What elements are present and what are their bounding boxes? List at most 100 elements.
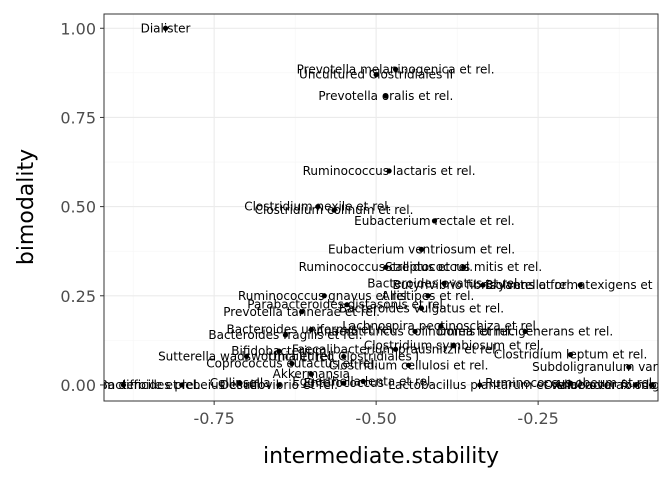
y-axis-title: bimodality [14,149,39,265]
y-tick-label: 0.25 [60,287,96,306]
data-point [373,72,379,78]
point-label: Eubacterium ventriosum et rel. [328,242,515,256]
point-label: Clostridium cellulosi et rel. [329,358,489,372]
data-point [383,93,389,99]
point-label: Ruminococcus gnavus et rel. [238,289,411,303]
data-point [567,380,574,386]
data-point [648,382,655,388]
data-point [451,343,457,349]
point-label: Lachnospira pectinoschiza et rel. [342,319,539,333]
data-point [299,309,305,315]
point-label: Bacteroides plebeius et rel. [100,378,264,392]
point-label: Uncultured Clostridiales I [268,349,419,363]
point-label: Desulfovibrio et rel. [220,378,338,392]
minor-gridlines [104,14,658,401]
data-point [431,218,438,224]
x-axis-ticks: -0.75 -0.50 -0.25 [193,401,559,428]
data-point [162,25,169,31]
point-label: Clostridium leptum et rel. [494,348,648,362]
data-point [276,348,282,354]
data-point [522,328,528,335]
data-point [344,302,350,308]
data-point [412,328,418,335]
major-gridlines [104,14,658,401]
data-point [632,382,638,388]
data-point [392,346,399,352]
data-points [120,25,655,388]
data-point [341,380,347,386]
point-label: Parabacteroides distasonis et rel. [247,298,446,312]
point-label: Enterococcus [304,376,384,390]
data-point [418,305,425,311]
x-tick-label: -0.50 [355,409,396,428]
data-point [243,353,250,360]
data-point [179,382,185,388]
point-label: Butyrivibrio fibrisolvens et rel. [393,278,574,292]
point-label: Clostridium difficile et rel. [46,378,200,392]
point-label: Ruminococcus obeum et rel. [485,376,656,390]
data-point [321,293,327,299]
y-axis-ticks: 0.00 0.25 0.50 0.75 1.00 [60,19,104,395]
y-tick-label: 0.50 [60,198,96,217]
point-label: Bacteroides vulgatus et rel. [339,301,504,315]
data-point [360,378,366,384]
point-label: Bryantella formatexigens et rel. [485,278,672,292]
data-point [438,323,444,329]
point-label: Clostridium colinum et rel. [255,203,414,217]
data-point [441,280,447,286]
data-point [308,371,314,377]
point-label: Uncultured Clostridiales II [299,68,453,82]
point-label: Akkermansia [273,367,350,381]
data-point [480,282,486,288]
point-label: Coprococcus eutactus et rel. [206,357,377,371]
point-label: Prevotella tannerae et rel. [223,305,380,319]
data-point [577,282,583,288]
point-label: Lactobacillus plantarum et rel. [388,378,571,392]
point-label: Clostridium symbiosum et rel. [364,339,544,353]
point-label: Prevotella melaninogenica et rel. [297,62,495,76]
data-point [461,264,467,270]
data-point [315,204,321,210]
point-label: Bacteroides uniformis et rel. [226,323,396,337]
data-point [282,332,289,338]
point-label: Bifidobacterium [231,344,326,358]
data-point [418,246,425,253]
data-point [276,382,282,388]
x-tick-label: -0.25 [517,409,558,428]
point-label: Sutterella wadsworthia et rel. [158,349,335,363]
point-label: Ruminococcus callidus et rel. [299,260,474,274]
point-label: Dorea formicigenerans et rel. [437,324,613,338]
panel-border [103,13,659,402]
y-tick-label: 1.00 [60,19,96,38]
x-axis-title: intermediate.stability [263,444,499,469]
data-point [405,362,412,368]
point-label: Bacteroides fragilis et rel. [208,328,362,342]
data-point [392,66,399,72]
point-label: Anaerovorax odorimutans et rel. [554,378,672,392]
y-tick-label: 0.75 [60,108,96,127]
data-point [341,353,347,360]
point-label: Faecalibacterium prausnitzii et rel. [292,342,499,356]
point-label: Clostridium nexile et rel. [244,200,391,214]
data-point [331,207,337,213]
point-label: Collinsella [210,376,271,390]
point-label: Prevotella oralis et rel. [318,89,453,103]
data-point [308,327,314,333]
x-tick-label: -0.75 [193,409,234,428]
data-point [120,382,127,388]
point-label: Bacteroides ovatus et rel. [367,276,521,290]
point-label: Anaerotruncus colihominis et rel. [316,324,514,338]
point-label: Subdoligranulum variable at rel. [532,360,672,374]
data-point [477,382,483,388]
data-point [425,293,431,299]
data-point [626,364,632,370]
point-label: Oxalobacter formigenes et rel. [544,378,672,392]
point-label: Eubacterium rectale et rel. [354,214,515,228]
data-point [289,360,295,367]
point-label: Dialister [141,21,191,35]
y-tick-label: 0.00 [60,376,96,395]
data-point [386,168,392,174]
point-label: Eggerthella lenta et rel. [292,374,434,388]
point-label: Allistipes et rel. [382,289,475,303]
